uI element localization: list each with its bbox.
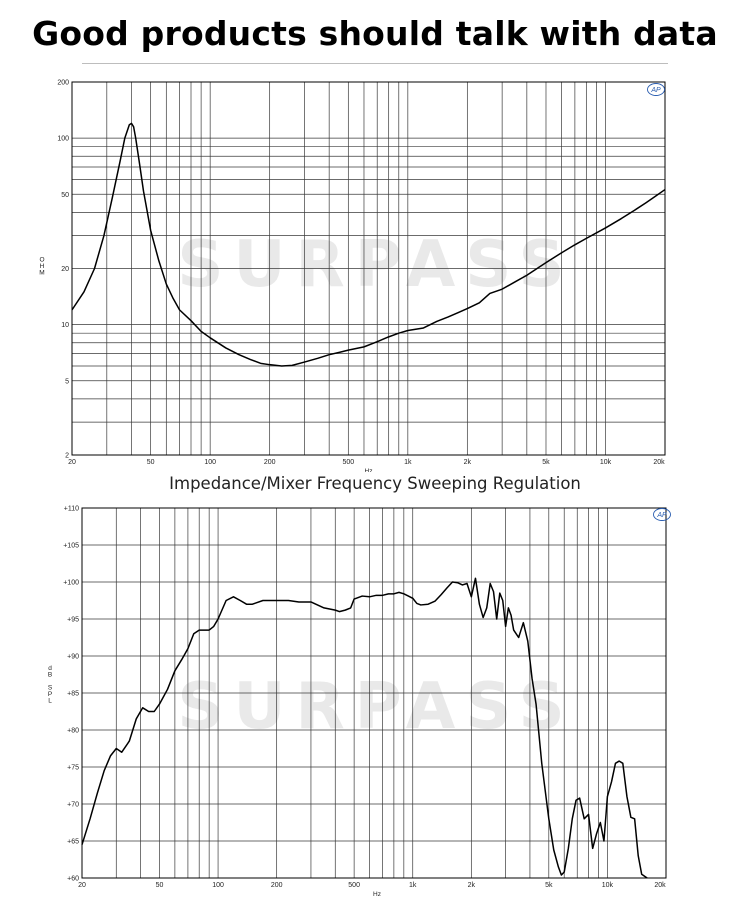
spl-y-tick-label: +100 <box>63 580 79 587</box>
spl-chart: SURPASS AP +60+65+70+75+80+85+90+95+100+… <box>48 506 671 898</box>
spl-x-tick-label: 100 <box>212 882 224 889</box>
spl-y-tick-label: +110 <box>64 506 79 513</box>
spl-y-tick-label: +85 <box>67 691 79 698</box>
spl-curve <box>81 577 648 879</box>
spl-x-tick-label: 2k <box>468 882 476 889</box>
spl-grid <box>82 508 666 878</box>
impedance-x-ticks: 20 50 100 200 500 1k 2k 5k 10k 20k <box>68 459 665 466</box>
spl-y-tick-label: +95 <box>67 617 79 624</box>
impedance-chart: SURPASS AP 2 5 10 20 50 100 200 20 50 100 200 500 1… <box>39 80 666 472</box>
ap-badge: AP <box>647 83 665 96</box>
headline-divider <box>82 63 668 64</box>
impedance-x-tick-label: 2k <box>464 459 472 466</box>
impedance-x-tick-label: 1k <box>404 459 412 466</box>
spl-x-tick-label: 10k <box>602 882 614 889</box>
spl-y-tick-label: +75 <box>67 765 79 772</box>
impedance-grid <box>72 82 665 455</box>
spl-y-tick-label: +80 <box>67 728 79 735</box>
impedance-y-tick-label: 20 <box>61 266 69 273</box>
impedance-x-tick-label: 100 <box>204 459 216 466</box>
impedance-curve <box>71 122 666 367</box>
impedance-x-tick-label: 20k <box>653 459 665 466</box>
impedance-x-tick-label: 200 <box>264 459 276 466</box>
impedance-x-tick-label: 10k <box>600 459 612 466</box>
impedance-y-tick-label: 5 <box>65 378 69 385</box>
impedance-x-tick-label: 20 <box>68 459 76 466</box>
spl-y-tick-label: +90 <box>67 654 79 661</box>
impedance-y-tick-label: 2 <box>65 453 69 460</box>
spl-x-tick-label: 5k <box>545 882 553 889</box>
impedance-x-axis-label: Hz <box>365 468 373 472</box>
spl-plot-frame <box>81 507 667 879</box>
ap-badge-text: AP <box>656 512 667 519</box>
impedance-plot-frame <box>71 81 666 456</box>
spl-x-axis-label: Hz <box>373 891 381 898</box>
spl-y-tick-label: +60 <box>67 876 79 883</box>
impedance-y-ticks: 2 5 10 20 50 100 200 <box>57 80 69 460</box>
spl-x-tick-label: 20k <box>654 882 666 889</box>
impedance-y-tick-label: 100 <box>57 136 69 143</box>
spl-x-ticks: 20 50 100 200 500 1k 2k 5k 10k 20k <box>78 882 666 889</box>
impedance-x-tick-label: 500 <box>342 459 354 466</box>
impedance-x-tick-label: 5k <box>542 459 550 466</box>
page-headline: Good products should talk with data <box>32 14 718 53</box>
watermark-text: SURPASS <box>177 670 574 744</box>
spl-y-ticks: +60 +65 +70 +75 +80 +85 +90 +95 +100 +105 +110 <box>63 506 79 883</box>
impedance-y-tick-label: 50 <box>61 192 69 199</box>
spl-x-tick-label: 200 <box>271 882 283 889</box>
impedance-y-tick-label: 200 <box>57 80 69 87</box>
impedance-y-tick-label: 10 <box>61 322 69 329</box>
impedance-x-tick-label: 50 <box>147 459 155 466</box>
ap-badge-text: AP <box>650 87 661 94</box>
spl-y-tick-label: +105 <box>63 543 79 550</box>
spl-x-tick-label: 1k <box>409 882 417 889</box>
spl-y-tick-label: +65 <box>67 839 79 846</box>
chart-caption: Impedance/Mixer Frequency Sweeping Regul… <box>169 474 581 493</box>
spl-x-tick-label: 500 <box>348 882 360 889</box>
ap-badge: AP <box>653 508 671 521</box>
watermark-text: SURPASS <box>177 228 574 302</box>
spl-x-tick-label: 50 <box>156 882 164 889</box>
spl-x-tick-label: 20 <box>78 882 86 889</box>
spl-y-tick-label: +70 <box>67 802 79 809</box>
